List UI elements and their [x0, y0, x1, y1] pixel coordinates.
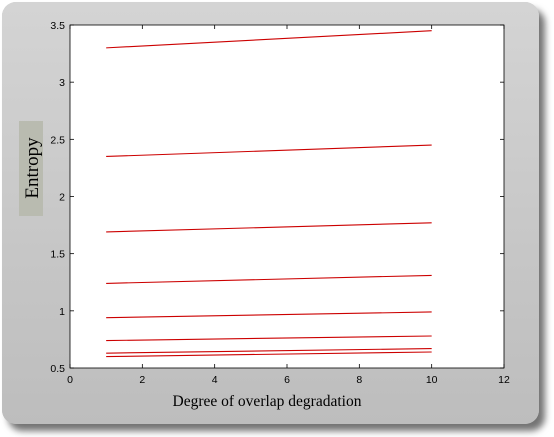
x-tick-label: 8	[356, 374, 362, 386]
series-line-2	[106, 144, 432, 158]
series-layer	[106, 30, 432, 358]
series-line-8	[106, 351, 432, 358]
y-tick-label: 0.5	[50, 363, 65, 375]
series-line-3	[106, 222, 432, 233]
y-tick-label: 2	[59, 192, 65, 204]
series-line-1	[106, 30, 432, 49]
x-tick-label: 10	[426, 374, 438, 386]
x-tick-layer: 0 2 4 6 8 10 12	[67, 25, 510, 386]
y-tick-label: 3	[59, 77, 65, 89]
y-tick-label: 3.5	[50, 20, 65, 32]
y-tick-label: 2.5	[50, 134, 65, 146]
plot-area	[69, 24, 505, 369]
x-tick-label: 6	[284, 374, 290, 386]
series-line-5	[106, 311, 432, 319]
y-tick-label: 1	[59, 306, 65, 318]
series-line-7	[106, 348, 432, 354]
ylabel-backdrop	[19, 121, 43, 216]
x-axis-title: Degree of overlap degradation	[173, 393, 362, 410]
x-tick-label: 2	[139, 374, 145, 386]
y-tick-label: 1.5	[50, 249, 65, 261]
x-tick-label: 12	[498, 374, 510, 386]
y-tick-layer: 0.5 1 1.5 2 2.5 3 3.5	[50, 20, 504, 375]
x-tick-label: 4	[212, 374, 218, 386]
y-axis-title: Entropy	[22, 137, 43, 199]
x-tick-label: 0	[67, 374, 73, 386]
series-line-6	[106, 335, 432, 342]
series-line-4	[106, 274, 432, 284]
